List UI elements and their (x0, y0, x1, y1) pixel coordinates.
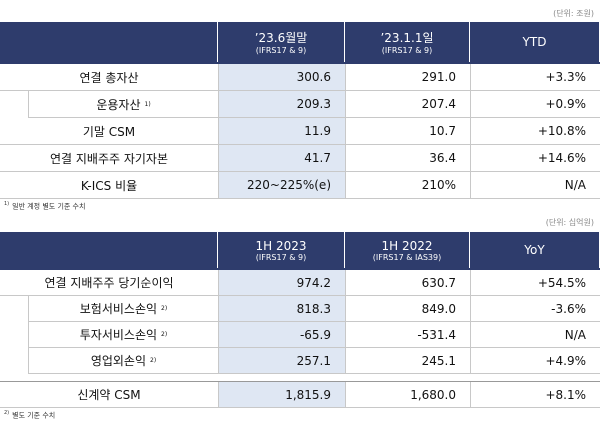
value-cell: 974.2 (218, 270, 345, 296)
header-cell: ’23.6월말 (IFRS17 & 9) (218, 22, 345, 62)
header-rule (0, 62, 600, 64)
row-label: 연결 총자산 (0, 64, 218, 91)
value-cell: 207.4 (345, 91, 470, 118)
value-cell: +10.8% (470, 118, 600, 145)
label-text: 운용자산 (96, 97, 141, 112)
column-subtitle: (IFRS17 & 9) (255, 46, 307, 55)
row-label: 투자서비스손익 2) (28, 322, 218, 348)
column-title: YTD (522, 35, 547, 49)
value-cell: 245.1 (345, 348, 470, 374)
footnote-text: 별도 기준 수치 (12, 411, 56, 420)
value-cell: 41.7 (218, 145, 345, 172)
footnote-marker: 1) (4, 201, 10, 207)
row-label: K-ICS 비율 (0, 172, 218, 199)
value-cell: -65.9 (218, 322, 345, 348)
label-text: 보험서비스손익 (79, 302, 158, 316)
row-label: 신계약 CSM (0, 382, 218, 408)
footnote-text: 일반 계정 별도 기준 수치 (12, 202, 86, 211)
footnote: 1) 일반 계정 별도 기준 수치 (4, 201, 85, 211)
column-title: ’23.6월말 (254, 31, 308, 45)
value-cell: -531.4 (345, 322, 470, 348)
footnote-marker: 2) (161, 331, 168, 338)
column-subtitle: (IFRS17 & 9) (381, 46, 433, 55)
footnote-marker: 2) (161, 305, 168, 312)
value-cell: 291.0 (345, 64, 470, 91)
column-subtitle: (IFRS17 & 9) (255, 252, 307, 262)
row-label: 연결 지배주주 자기자본 (0, 145, 218, 172)
value-cell: +54.5% (470, 270, 600, 296)
header-cell (0, 22, 218, 62)
value-cell: 220~225%(e) (218, 172, 345, 199)
label-text: 연결 지배주주 당기순이익 (44, 276, 174, 290)
footnote-marker: 2) (150, 357, 157, 364)
value-cell: +0.9% (470, 91, 600, 118)
value-cell: +8.1% (470, 382, 600, 408)
header-cell: ’23.1.1일 (IFRS17 & 9) (345, 22, 470, 62)
label-text: 신계약 CSM (77, 388, 141, 402)
label-text: 투자서비스손익 (79, 328, 158, 342)
value-cell: 1,815.9 (218, 382, 345, 408)
value-cell: 849.0 (345, 296, 470, 322)
column-title: 1H 2022 (381, 238, 433, 253)
column-title: YoY (524, 243, 545, 257)
value-cell: 257.1 (218, 348, 345, 374)
value-cell: 10.7 (345, 118, 470, 145)
value-cell: 210% (345, 172, 470, 199)
label-text: 연결 지배주주 자기자본 (49, 151, 169, 166)
value-cell: N/A (470, 172, 600, 199)
label-text: 기말 CSM (82, 124, 136, 139)
row-label: 연결 지배주주 당기순이익 (0, 270, 218, 296)
label-text: 연결 총자산 (79, 70, 139, 85)
header-cell: 1H 2023 (IFRS17 & 9) (218, 232, 345, 268)
header-rule (0, 268, 600, 270)
value-cell: 1,680.0 (345, 382, 470, 408)
footnote: 2) 별도 기준 수치 (4, 410, 55, 420)
footnote-marker: 1) (144, 100, 151, 108)
value-cell: +14.6% (470, 145, 600, 172)
label-text: K-ICS 비율 (80, 178, 138, 193)
value-cell: 818.3 (218, 296, 345, 322)
value-cell: 300.6 (218, 64, 345, 91)
label-text: 영업외손익 (90, 354, 147, 368)
row-label: 운용자산 1) (28, 91, 218, 118)
header-cell: 1H 2022 (IFRS17 & IAS39) (345, 232, 470, 268)
value-cell: 209.3 (218, 91, 345, 118)
header-cell (0, 232, 218, 268)
value-cell: 11.9 (218, 118, 345, 145)
value-cell: 630.7 (345, 270, 470, 296)
value-cell: +4.9% (470, 348, 600, 374)
unit-label: (단위: 조원) (553, 9, 594, 18)
footnote-marker: 2) (4, 410, 10, 416)
row-label: 보험서비스손익 2) (28, 296, 218, 322)
summary-rule (0, 381, 600, 382)
row-label: 기말 CSM (0, 118, 218, 145)
column-title: 1H 2023 (255, 238, 307, 253)
value-cell: 36.4 (345, 145, 470, 172)
column-subtitle: (IFRS17 & IAS39) (372, 252, 442, 262)
value-cell: N/A (470, 322, 600, 348)
value-cell: +3.3% (470, 64, 600, 91)
header-cell: YoY (470, 232, 600, 268)
column-title: ’23.1.1일 (380, 31, 434, 45)
row-label: 영업외손익 2) (28, 348, 218, 374)
header-cell: YTD (470, 22, 600, 62)
value-cell: -3.6% (470, 296, 600, 322)
unit-label: (단위: 십억원) (545, 218, 594, 227)
